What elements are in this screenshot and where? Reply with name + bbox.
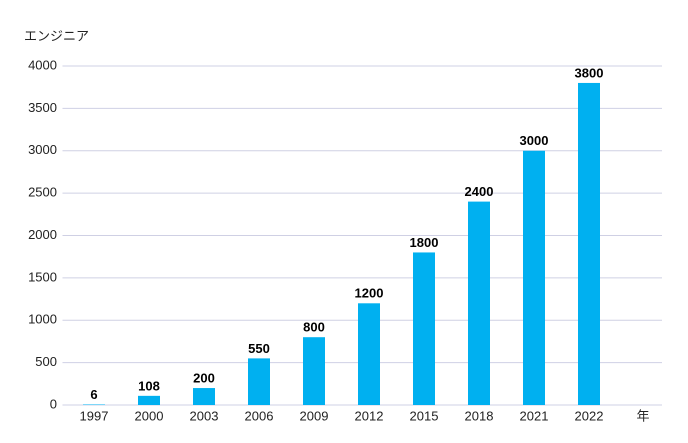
- bar: [303, 337, 325, 405]
- x-tick-label: 2009: [300, 408, 329, 423]
- x-tick-label: 2006: [245, 408, 274, 423]
- y-tick-label: 3500: [28, 100, 57, 115]
- y-tick-label: 3000: [28, 142, 57, 157]
- y-tick-label: 0: [50, 396, 57, 411]
- bar: [468, 201, 490, 405]
- value-label: 3800: [575, 65, 604, 80]
- value-label: 108: [138, 378, 160, 393]
- value-label: 800: [303, 320, 325, 335]
- bar: [523, 150, 545, 405]
- value-label: 6: [90, 387, 97, 402]
- y-tick-label: 1500: [28, 269, 57, 284]
- x-tick-label: 2022: [575, 408, 604, 423]
- value-label: 550: [248, 341, 270, 356]
- value-label: 1200: [355, 286, 384, 301]
- value-label: 2400: [465, 184, 494, 199]
- y-tick-label: 500: [35, 354, 57, 369]
- value-label: 200: [193, 370, 215, 385]
- y-tick-label: 2500: [28, 185, 57, 200]
- bar: [83, 404, 105, 405]
- x-tick-label: 2000: [135, 408, 164, 423]
- x-tick-label: 1997: [80, 408, 109, 423]
- x-tick-label: 2003: [190, 408, 219, 423]
- bar: [248, 358, 270, 405]
- value-label: 1800: [410, 235, 439, 250]
- bar: [138, 395, 160, 405]
- bar: [413, 252, 435, 405]
- value-label: 3000: [520, 133, 549, 148]
- x-tick-label: 2012: [355, 408, 384, 423]
- x-tick-label: 2021: [520, 408, 549, 423]
- y-axis-label: エンジニア: [24, 28, 89, 43]
- bar: [578, 82, 600, 405]
- bar: [193, 388, 215, 405]
- x-axis-label: 年: [636, 408, 649, 423]
- y-tick-label: 1000: [28, 312, 57, 327]
- bar: [358, 303, 380, 405]
- y-tick-label: 4000: [28, 57, 57, 72]
- x-tick-label: 2015: [410, 408, 439, 423]
- y-tick-label: 2000: [28, 227, 57, 242]
- x-tick-label: 2018: [465, 408, 494, 423]
